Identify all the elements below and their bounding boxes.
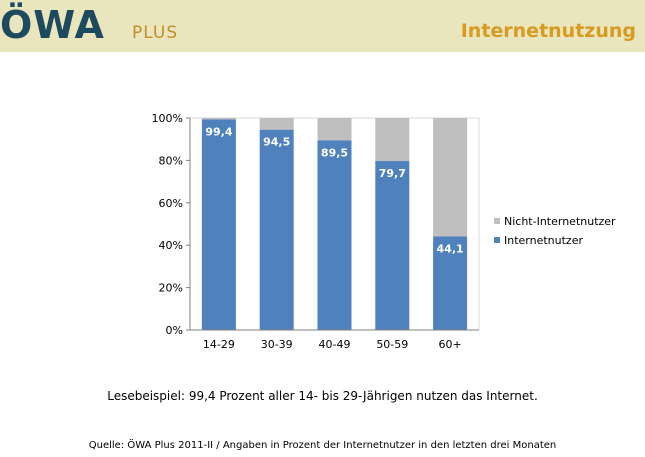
x-tick-label: 60+ (438, 338, 461, 351)
bar-internet-50-59 (375, 161, 410, 330)
y-tick-label: 60% (159, 197, 183, 210)
data-label: 79,7 (379, 167, 406, 180)
legend-label: Nicht-Internetnutzer (504, 215, 616, 228)
y-tick-label: 80% (159, 154, 183, 167)
data-label: 89,5 (321, 146, 348, 159)
bar-non-internet-40-49 (317, 118, 352, 141)
x-tick-label: 40-49 (319, 338, 351, 351)
page-title: Internetnutzung (460, 20, 636, 42)
caption-example: Lesebeispiel: 99,4 Prozent aller 14- bis… (107, 389, 538, 403)
header-bar: ÖWA PLUS Internetnutzung (0, 0, 645, 52)
data-label: 44,1 (437, 243, 464, 256)
y-tick-label: 40% (159, 239, 183, 252)
x-tick-label: 30-39 (261, 338, 293, 351)
data-label: 99,4 (205, 125, 232, 138)
owa-logo: ÖWA (0, 3, 105, 47)
owa-logo-plus: PLUS (132, 23, 179, 43)
bar-internet-14-29 (201, 119, 236, 330)
y-tick-label: 100% (152, 112, 183, 125)
bar-non-internet-14-29 (201, 118, 236, 120)
legend-swatch (494, 237, 500, 243)
legend-label: Internetnutzer (504, 234, 583, 247)
bar-non-internet-60+ (433, 118, 468, 237)
data-label: 94,5 (263, 136, 290, 149)
x-tick-label: 14-29 (203, 338, 235, 351)
legend-swatch (494, 218, 500, 224)
bar-internet-40-49 (317, 140, 352, 330)
bar-internet-30-39 (259, 129, 294, 330)
bar-non-internet-30-39 (259, 118, 294, 130)
bar-non-internet-50-59 (375, 118, 410, 162)
y-tick-label: 0% (166, 324, 183, 337)
source-note: Quelle: ÖWA Plus 2011-II / Angaben in Pr… (88, 440, 557, 451)
bar-internet-60+ (433, 236, 468, 330)
y-tick-label: 20% (159, 282, 183, 295)
x-tick-label: 50-59 (376, 338, 408, 351)
